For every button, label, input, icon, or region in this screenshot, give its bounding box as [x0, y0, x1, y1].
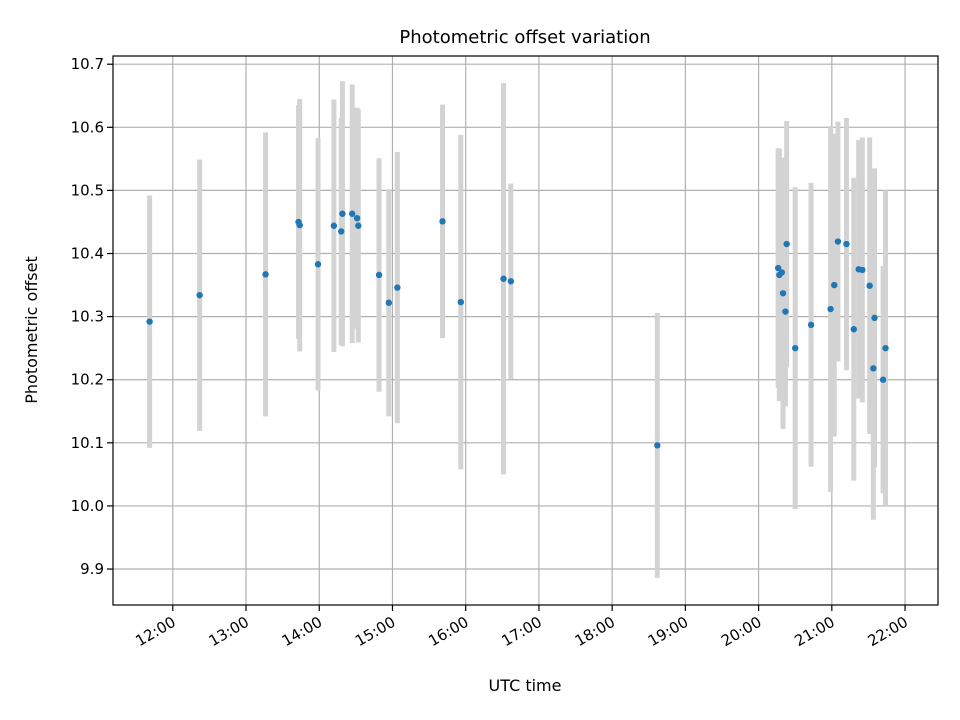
data-point: [296, 221, 303, 229]
data-point: [355, 222, 362, 229]
data-point: [349, 210, 356, 217]
data-point: [871, 314, 878, 322]
data-point: [827, 305, 834, 313]
data-point: [457, 298, 465, 306]
data-point: [866, 282, 873, 289]
data-point: [779, 290, 787, 297]
y-tick-label: 10.5: [71, 181, 104, 199]
data-point: [843, 240, 850, 248]
data-point: [338, 228, 345, 235]
y-axis-title: Photometric offset: [22, 256, 41, 404]
data-point: [879, 376, 887, 383]
x-axis-title: UTC time: [489, 676, 562, 695]
data-point: [394, 284, 401, 291]
data-point: [146, 318, 153, 325]
data-point: [353, 214, 361, 222]
chart-title: Photometric offset variation: [399, 27, 650, 48]
data-point: [385, 299, 393, 306]
data-point: [439, 218, 446, 225]
y-tick-label: 10.6: [71, 118, 104, 136]
data-point: [774, 264, 782, 272]
y-tick-label: 10.4: [71, 245, 104, 263]
data-point: [507, 278, 515, 285]
y-tick-label: 10.2: [71, 371, 104, 389]
y-tick-label: 10.3: [71, 308, 104, 326]
y-tick-label: 10.7: [71, 55, 104, 73]
data-point: [500, 275, 507, 282]
data-point: [314, 261, 322, 268]
data-point: [859, 266, 866, 274]
data-point: [654, 442, 661, 449]
data-point: [807, 321, 815, 329]
data-point: [782, 308, 789, 315]
data-point: [375, 271, 383, 279]
data-point: [330, 222, 338, 229]
data-point: [783, 240, 790, 248]
data-point: [850, 326, 857, 333]
y-tick-label: 10.1: [71, 434, 104, 452]
data-point: [778, 269, 785, 276]
data-point: [834, 238, 842, 245]
grid: [113, 56, 938, 605]
plot-frame: [112, 55, 939, 606]
data-points: [146, 210, 889, 449]
data-point: [792, 344, 799, 352]
y-tick-label: 10.0: [71, 497, 104, 515]
data-point: [831, 281, 838, 289]
data-point: [870, 365, 877, 372]
data-point: [262, 271, 269, 278]
y-axis-ticks: 9.9 10.0 10.1 10.2 10.3 10.4 10.5 10.6 10.7: [71, 55, 113, 578]
y-tick-label: 9.9: [80, 560, 104, 578]
data-point: [339, 210, 346, 217]
data-point: [196, 291, 203, 299]
data-point: [882, 344, 889, 352]
